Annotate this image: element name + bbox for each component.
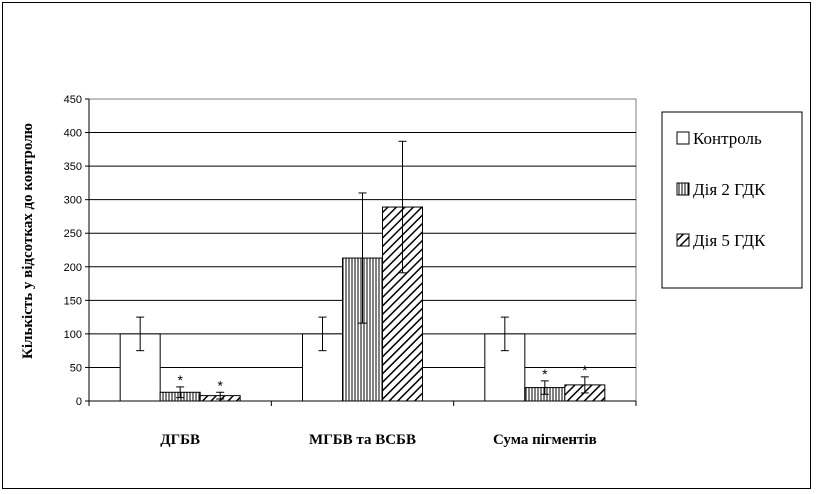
y-tick-label: 300 [64,195,82,207]
y-tick-label: 50 [70,362,82,374]
y-tick-label: 250 [64,228,82,240]
x-category-label: ДГБВ [160,432,200,448]
y-tick-label: 450 [64,94,82,106]
x-axis-ticks: ДГБВ МГБВ та ВСБВ Сума пігментів [88,401,637,448]
legend-label: Дія 5 ГДК [693,231,766,250]
legend: Контроль Дія 2 ГДК Дія 5 ГДК [661,111,803,289]
legend-swatch [676,182,690,196]
significance-star: * [582,362,588,378]
y-tick-label: 200 [64,262,82,274]
y-axis-ticks: 0 50 100 150 200 250 300 350 400 450 [64,94,89,408]
bar [382,206,423,402]
bar [484,333,526,402]
significance-star: * [542,366,548,382]
y-tick-label: 150 [64,295,82,307]
x-category-label: МГБВ та ВСБВ [309,432,416,448]
y-axis-label: Кількість у відсотках до контролю [20,123,36,359]
y-tick-label: 100 [64,329,82,341]
legend-swatch [676,131,690,145]
significance-star: * [217,377,223,393]
legend-label: Контроль [693,129,762,148]
legend-swatch [676,233,690,247]
y-tick-label: 400 [64,128,82,140]
x-category-label: Сума пігментів [493,432,597,448]
significance-markers: * * * * [177,362,588,393]
y-tick-label: 350 [64,161,82,173]
error-bars [136,140,589,400]
legend-label: Дія 2 ГДК [693,180,766,199]
y-tick-label: 0 [76,396,82,408]
significance-star: * [177,372,183,388]
plot-area: * * * * [88,98,637,402]
